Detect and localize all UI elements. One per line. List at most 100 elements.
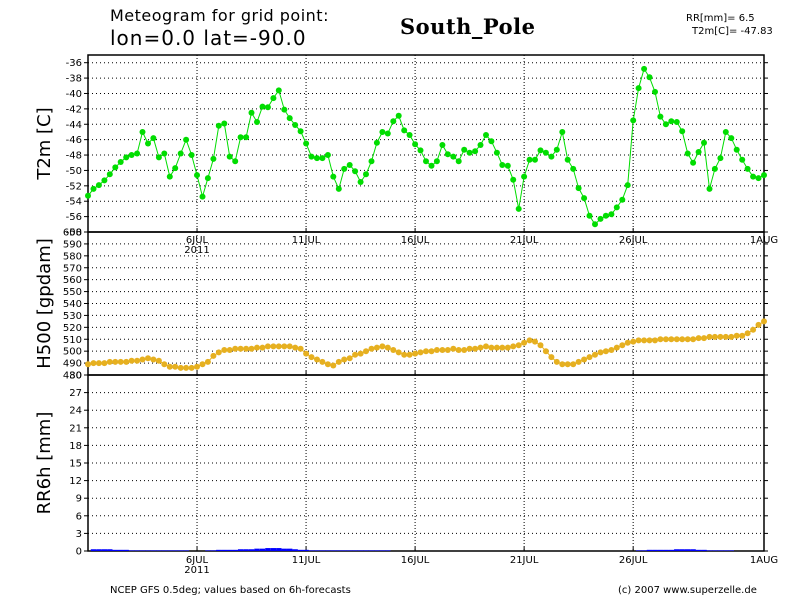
h500-data-point bbox=[237, 345, 244, 352]
t2m-data-point bbox=[183, 136, 190, 143]
h500-data-point bbox=[619, 342, 626, 349]
date-tick-label: 26JUL bbox=[619, 235, 648, 246]
t2m-data-point bbox=[172, 165, 179, 172]
rr6h-bar bbox=[695, 549, 702, 551]
t2m-data-point bbox=[526, 156, 533, 163]
t2m-data-point bbox=[254, 119, 260, 125]
t2m-ytick-label: -56 bbox=[66, 212, 82, 223]
t2m-data-point bbox=[668, 118, 675, 125]
rr6h-bar bbox=[118, 549, 124, 551]
h500-data-point bbox=[668, 336, 675, 343]
date-tick-label: 21JUL bbox=[510, 235, 539, 246]
h500-data-point bbox=[564, 361, 571, 368]
rr6h-bar bbox=[341, 550, 347, 551]
h500-data-point bbox=[401, 351, 408, 358]
h500-data-point bbox=[188, 364, 195, 371]
h500-data-point bbox=[183, 364, 190, 371]
t2m-data-point bbox=[733, 146, 740, 153]
t2m-ytick-label: -52 bbox=[66, 181, 82, 192]
t2m-data-point bbox=[177, 150, 184, 157]
h500-data-point bbox=[275, 343, 282, 350]
h500-data-point bbox=[297, 345, 304, 352]
rr6h-bar bbox=[243, 549, 249, 551]
t2m-data-point bbox=[499, 162, 506, 168]
h500-data-point bbox=[373, 344, 380, 351]
h500-data-point bbox=[177, 364, 184, 371]
h500-ytick-label: 590 bbox=[63, 239, 82, 250]
t2m-data-point bbox=[106, 171, 113, 178]
t2m-data-point bbox=[123, 154, 130, 161]
h500-data-point bbox=[199, 361, 206, 368]
h500-data-point bbox=[444, 347, 451, 353]
rr6h-bar bbox=[652, 549, 658, 551]
t2m-data-point bbox=[128, 152, 135, 158]
date-tick-label: 16JUL bbox=[401, 235, 430, 246]
h500-data-point bbox=[324, 361, 331, 368]
t2m-data-point bbox=[275, 87, 282, 94]
rr6h-bar bbox=[674, 549, 680, 551]
h500-data-point bbox=[679, 336, 686, 343]
h500-data-point bbox=[739, 332, 746, 339]
h500-data-point bbox=[215, 349, 222, 356]
h500-data-point bbox=[221, 347, 228, 353]
t2m-data-point bbox=[314, 155, 320, 162]
rr6h-bar bbox=[701, 549, 707, 551]
date-tick-label: 1AUG bbox=[750, 555, 778, 566]
h500-data-point bbox=[406, 351, 413, 358]
rr6h-ytick-label: 9 bbox=[76, 494, 82, 505]
h500-data-point bbox=[134, 357, 141, 364]
t2m-data-point bbox=[352, 168, 359, 175]
h500-data-point bbox=[390, 347, 397, 353]
t2m-data-point bbox=[548, 153, 555, 160]
h500-data-point bbox=[335, 358, 342, 365]
h500-series-line bbox=[87, 320, 765, 369]
t2m-data-point bbox=[221, 120, 228, 127]
t2m-data-point bbox=[619, 196, 626, 203]
t2m-data-point bbox=[161, 150, 168, 157]
t2m-data-point bbox=[679, 128, 686, 135]
rr6h-bar bbox=[657, 549, 664, 551]
h500-data-point bbox=[264, 343, 271, 350]
rr6h-bar bbox=[276, 548, 282, 551]
h500-axis-label: H500 [gpdam] bbox=[34, 238, 55, 369]
t2m-ytick-label: -46 bbox=[66, 135, 82, 146]
rr6h-ytick-label: 0 bbox=[76, 547, 82, 558]
t2m-data-point bbox=[477, 142, 484, 148]
t2m-data-point bbox=[581, 195, 588, 202]
h500-data-point bbox=[455, 347, 462, 353]
h500-data-point bbox=[450, 345, 457, 352]
t2m-data-point bbox=[417, 147, 424, 154]
rr6h-bar bbox=[134, 550, 140, 551]
h500-ytick-label: 530 bbox=[63, 311, 82, 322]
t2m-data-point bbox=[706, 185, 713, 192]
rr6h-bar bbox=[270, 548, 277, 551]
h500-data-point bbox=[106, 358, 113, 365]
rr6h-bar bbox=[205, 550, 211, 551]
t2m-data-point bbox=[335, 185, 342, 192]
t2m-data-point bbox=[384, 130, 391, 137]
t2m-data-point bbox=[188, 152, 195, 158]
t2m-data-point bbox=[357, 179, 364, 185]
t2m-data-point bbox=[472, 148, 479, 155]
t2m-data-point bbox=[613, 204, 620, 211]
t2m-data-point bbox=[101, 177, 108, 184]
t2m-data-point bbox=[423, 158, 429, 165]
t2m-data-point bbox=[155, 154, 162, 161]
rr6h-bar bbox=[352, 550, 358, 551]
rr6h-bar bbox=[281, 548, 287, 551]
rr6h-bar bbox=[303, 549, 309, 551]
t2m-data-point bbox=[739, 156, 746, 163]
t2m-summary: T2m[C]= -47.83 bbox=[692, 26, 773, 37]
h500-data-point bbox=[515, 342, 522, 349]
t2m-data-point bbox=[728, 135, 735, 142]
rr6h-bar bbox=[254, 548, 260, 551]
h500-data-point bbox=[684, 336, 691, 343]
rr6h-bar bbox=[646, 549, 653, 551]
date-tick-label: 6JUL bbox=[186, 235, 209, 246]
h500-data-point bbox=[303, 350, 310, 357]
h500-ytick-label: 580 bbox=[63, 251, 82, 262]
h500-data-point bbox=[646, 337, 653, 344]
t2m-data-point bbox=[570, 165, 577, 172]
h500-data-point bbox=[624, 339, 631, 346]
